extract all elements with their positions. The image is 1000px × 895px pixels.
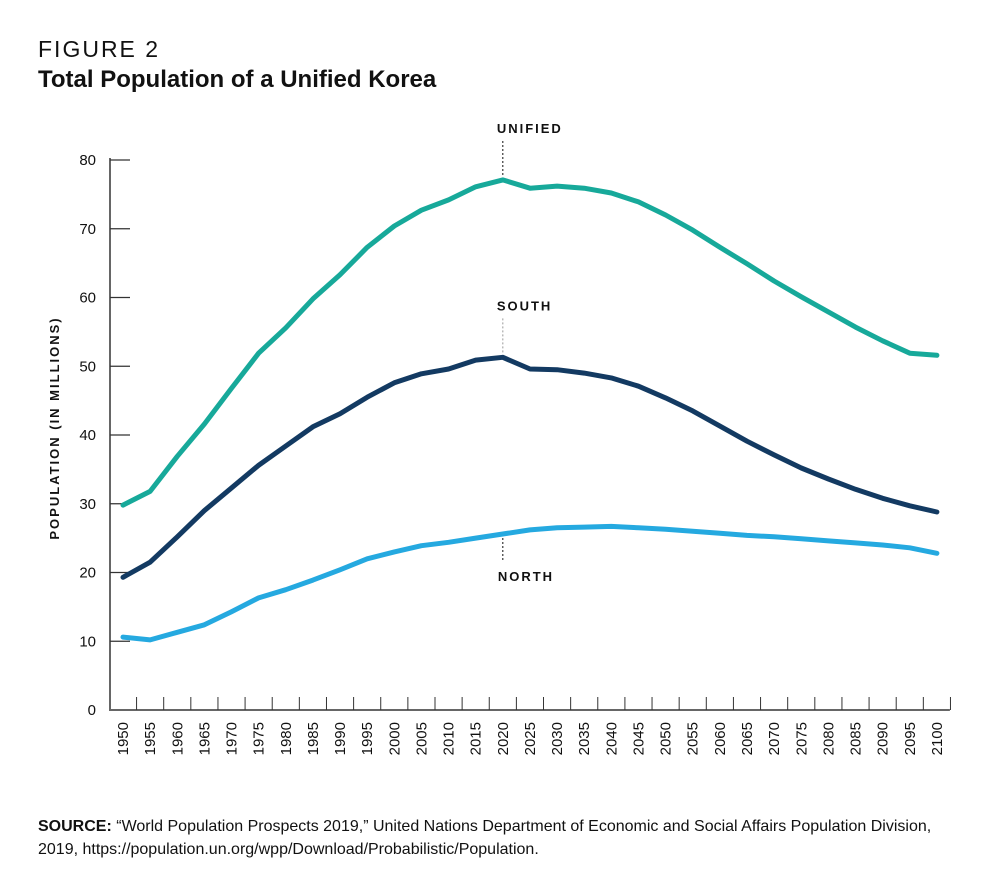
x-tick-label: 2095 — [902, 722, 919, 755]
source-note: SOURCE: “World Population Prospects 2019… — [38, 815, 958, 861]
x-tick-label: 2050 — [658, 722, 675, 755]
x-tick-label: 1970 — [224, 722, 241, 755]
x-tick-label: 2025 — [522, 722, 539, 755]
x-tick-label: 2040 — [603, 722, 620, 755]
x-tick-label: 2000 — [386, 722, 403, 755]
x-tick-label: 1965 — [196, 722, 213, 755]
x-tick-label: 2075 — [793, 722, 810, 755]
x-tick-label: 2005 — [413, 722, 430, 755]
x-tick-label: 2055 — [685, 722, 702, 755]
x-tick-label: 1950 — [115, 722, 132, 755]
x-tick-label: 1975 — [251, 722, 268, 755]
series-line-unified — [120, 177, 940, 508]
x-tick-label: 1960 — [169, 722, 186, 755]
x-tick-label: 2060 — [712, 722, 729, 755]
x-tick-label: 2065 — [739, 722, 756, 755]
y-tick-label: 30 — [79, 496, 96, 513]
x-tick-label: 2070 — [766, 722, 783, 755]
y-tick-label: 0 — [88, 702, 96, 719]
series-label-north: NORTH — [498, 569, 554, 584]
x-tick-label: 2090 — [875, 722, 892, 755]
y-tick-label: 70 — [79, 221, 96, 238]
series-line-south — [120, 354, 940, 580]
x-tick-label: 1995 — [359, 722, 376, 755]
y-tick-label: 50 — [79, 358, 96, 375]
y-tick-label: 10 — [79, 633, 96, 650]
chart-title: Total Population of a Unified Korea — [38, 66, 437, 93]
x-tick-label: 2085 — [848, 722, 865, 755]
x-tick-label: 1985 — [305, 722, 322, 755]
x-tick-label: 1955 — [142, 722, 159, 755]
x-tick-label: 2100 — [929, 722, 946, 755]
y-tick-label: 80 — [79, 152, 96, 169]
x-tick-label: 2080 — [820, 722, 837, 755]
x-tick-label: 2035 — [576, 722, 593, 755]
series-line-north — [120, 523, 940, 643]
series-label-unified: UNIFIED — [497, 121, 563, 136]
x-tick-label: 2020 — [495, 722, 512, 755]
source-label: SOURCE: — [38, 818, 112, 835]
x-tick-label: 2030 — [549, 722, 566, 755]
x-tick-label: 2010 — [441, 722, 458, 755]
x-tick-label: 1980 — [278, 722, 295, 755]
y-tick-label: 40 — [79, 427, 96, 444]
y-axis-label: POPULATION (IN MILLIONS) — [47, 316, 62, 539]
series-label-south: SOUTH — [497, 298, 553, 313]
y-tick-label: 60 — [79, 290, 96, 307]
x-tick-label: 2015 — [468, 722, 485, 755]
source-text: “World Population Prospects 2019,” Unite… — [38, 818, 932, 858]
figure-label: FIGURE 2 — [38, 36, 161, 62]
y-tick-label: 20 — [79, 565, 96, 582]
x-tick-label: 2045 — [630, 722, 647, 755]
x-tick-label: 1990 — [332, 722, 349, 755]
